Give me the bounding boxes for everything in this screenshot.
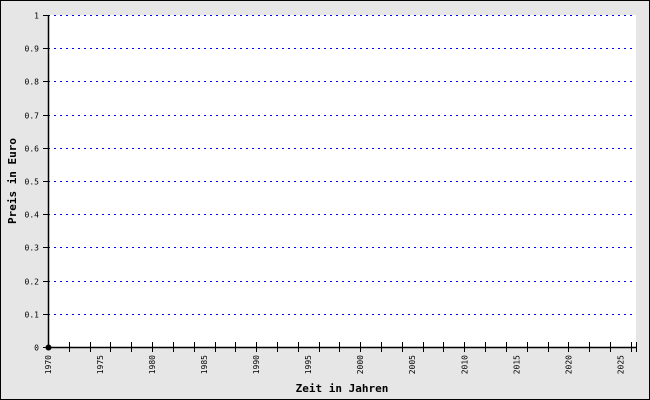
x-tick-label: 1985 bbox=[200, 355, 209, 374]
y-tick-label: 0.3 bbox=[25, 244, 40, 253]
x-tick-label: 1970 bbox=[44, 355, 53, 374]
y-tick-label: 0.4 bbox=[25, 211, 40, 220]
y-tick-label: 0.2 bbox=[25, 278, 40, 287]
data-point bbox=[45, 344, 52, 351]
x-tick-label: 2010 bbox=[460, 355, 469, 374]
x-tick-label: 1980 bbox=[148, 355, 157, 374]
y-tick-label: 0.1 bbox=[25, 311, 40, 320]
y-tick-label: 0.8 bbox=[25, 78, 40, 87]
x-tick-label: 1975 bbox=[96, 355, 105, 374]
x-tick-label: 2015 bbox=[512, 355, 521, 374]
x-tick-label: 2020 bbox=[564, 355, 573, 374]
y-axis-label: Preis in Euro bbox=[6, 138, 19, 224]
y-tick-label: 0.6 bbox=[25, 145, 40, 154]
x-tick-label: 2025 bbox=[616, 355, 625, 374]
x-tick-label: 1990 bbox=[252, 355, 261, 374]
x-tick-label: 2005 bbox=[408, 355, 417, 374]
y-tick-label: 0 bbox=[34, 344, 39, 353]
y-tick-label: 0.7 bbox=[25, 112, 40, 121]
y-tick-label: 1 bbox=[34, 12, 39, 21]
x-tick-label: 2000 bbox=[356, 355, 365, 374]
y-tick-label: 0.9 bbox=[25, 45, 40, 54]
y-tick-label: 0.5 bbox=[25, 178, 40, 187]
x-axis-label: Zeit in Jahren bbox=[296, 382, 389, 395]
x-tick-label: 1995 bbox=[304, 355, 313, 374]
